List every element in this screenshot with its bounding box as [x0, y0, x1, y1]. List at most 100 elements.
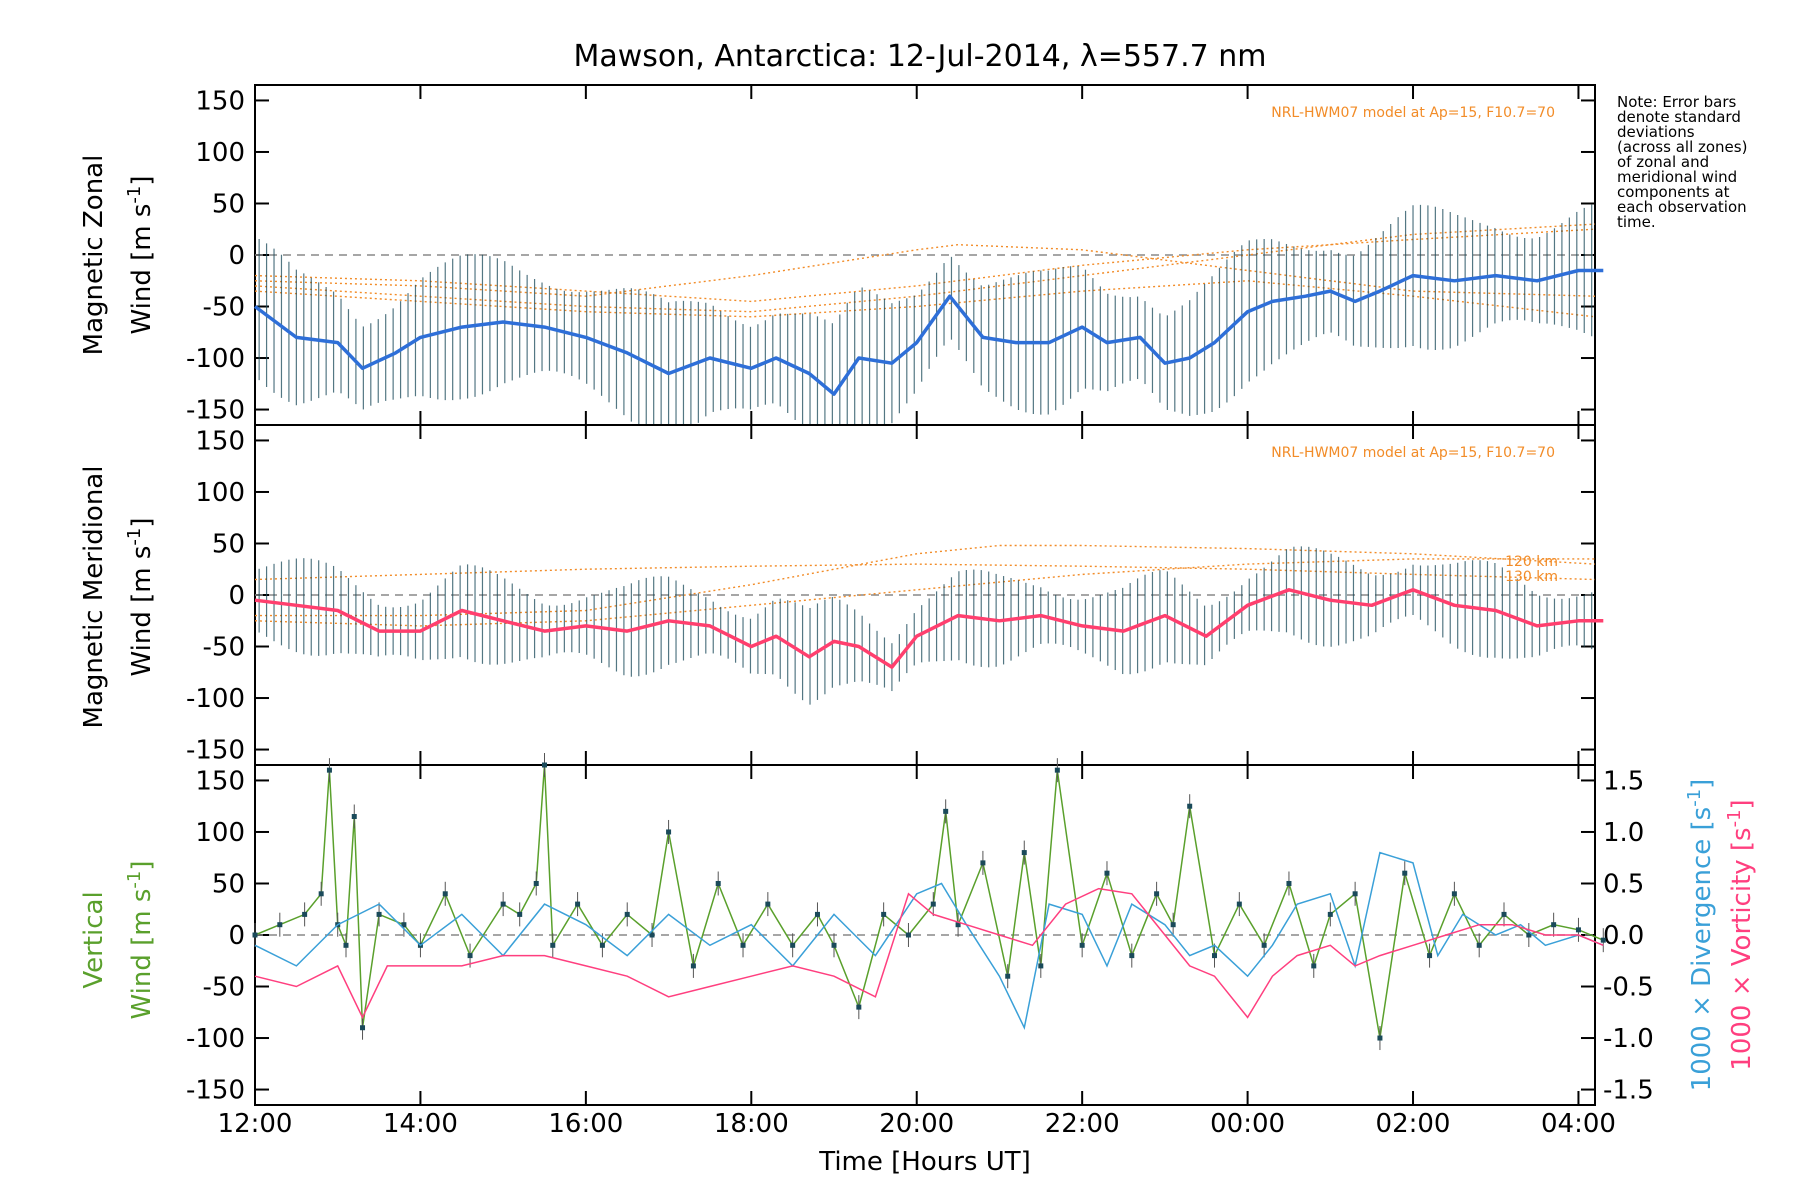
meridional-model-label: NRL-HWM07 model at Ap=15, F10.7=70 — [1271, 445, 1555, 461]
x-tick-label: 02:00 — [1376, 1109, 1451, 1139]
vertical-ylabel-line1: Vertical — [79, 891, 109, 988]
y-tick-label: 0 — [228, 921, 245, 951]
meridional-mean-line — [254, 588, 1604, 669]
vertical-point — [1551, 922, 1557, 928]
vertical-point — [252, 932, 258, 938]
zonal-mean-line — [253, 268, 1604, 396]
vertical-point — [401, 922, 407, 928]
vorticity-label-sup: -1 — [1724, 809, 1745, 827]
x-axis-label: Time [Hours UT] — [818, 1147, 1031, 1177]
vertical-point — [1154, 891, 1160, 897]
y2-tick-label: -1.5 — [1603, 1076, 1654, 1106]
meridional-series — [254, 544, 1604, 705]
vertical-point — [1236, 901, 1242, 907]
vorticity-label-close: ] — [1727, 799, 1757, 809]
y-tick-label: -150 — [186, 1076, 245, 1106]
zonal-ylabel-close: ] — [127, 176, 157, 186]
note-line: (across all zones) — [1617, 138, 1747, 156]
vertical-point — [765, 901, 771, 907]
y-tick-label: 100 — [195, 818, 245, 848]
vertical-point — [1187, 803, 1193, 809]
vertical-point — [467, 953, 473, 959]
y2-tick-label: -1.0 — [1603, 1024, 1654, 1054]
vertical-point — [1005, 973, 1011, 979]
y-tick-label: -100 — [186, 1024, 245, 1054]
y2-tick-label: 0.5 — [1603, 869, 1644, 899]
vertical-ylabel-line2: Wind [m s-1] — [124, 861, 157, 1020]
y2-tick-label: -0.5 — [1603, 973, 1654, 1003]
note-line: meridional wind — [1617, 168, 1737, 186]
meridional-ylabel-text: Wind [m s — [127, 546, 157, 677]
vorticity-label-text: 1000 × Vorticity [s — [1727, 827, 1757, 1070]
vertical-y-ticks: -150 -100 -50 0 50 100 150 — [186, 765, 1595, 1106]
vertical-point — [343, 942, 349, 948]
note-line: of zonal and — [1617, 153, 1709, 171]
y-tick-label: 0 — [228, 581, 245, 611]
vertical-point — [943, 808, 949, 814]
vertical-point — [649, 932, 655, 938]
zonal-series — [253, 204, 1604, 425]
vertical-point — [1104, 870, 1110, 876]
note-line: components at — [1617, 183, 1730, 201]
vorticity-line — [254, 887, 1604, 1020]
divergence-label-sup: -1 — [1684, 789, 1705, 807]
vertical-point — [1402, 870, 1408, 876]
y-tick-label: -150 — [186, 396, 245, 426]
vertical-point — [599, 942, 605, 948]
zonal-ylabel-sup: -1 — [124, 186, 145, 204]
vertical-point — [1526, 932, 1532, 938]
y-tick-label: 150 — [195, 766, 245, 796]
y2-tick-label: 1.0 — [1603, 818, 1644, 848]
y2-tick-label: 1.5 — [1603, 766, 1644, 796]
divergence-label-close: ] — [1687, 779, 1717, 789]
x-axis-ticks: 12:00 14:00 16:00 18:00 20:00 22:00 00:00 02:00… — [218, 1109, 1616, 1139]
y-tick-label: -50 — [203, 633, 245, 663]
vertical-ylabel-close: ] — [127, 861, 157, 871]
vertical-point — [1170, 922, 1176, 928]
vertical-point — [533, 880, 539, 886]
divergence-label-text: 1000 × Divergence [s — [1687, 807, 1717, 1092]
vertical-point — [500, 901, 506, 907]
vertical-point — [1600, 937, 1606, 943]
vertical-point — [1352, 891, 1358, 897]
vertical-point — [318, 891, 324, 897]
vertical-series — [252, 753, 1606, 1051]
vertical-point — [1311, 963, 1317, 969]
vertical-point — [575, 901, 581, 907]
meridional-ylabel-sup: -1 — [124, 528, 145, 546]
zonal-ylabel-text: Wind [m s — [127, 204, 157, 335]
model-curve-1 — [254, 243, 1596, 297]
vertical-point — [351, 814, 357, 820]
vertical-point — [690, 963, 696, 969]
vertical-point — [1261, 942, 1267, 948]
zonal-ylabel-line2: Wind [m s-1] — [124, 176, 157, 335]
vertical-point — [1212, 953, 1218, 959]
note-line: Note: Error bars — [1617, 93, 1737, 111]
divergence-line — [254, 851, 1604, 1031]
y-tick-label: 0 — [228, 241, 245, 271]
model-curve-0 — [255, 544, 1596, 617]
model-130km-label: 130 km — [1505, 569, 1558, 585]
y-tick-label: 100 — [195, 138, 245, 168]
vertical-point — [1451, 891, 1457, 897]
meridional-ylabel-close: ] — [127, 518, 157, 528]
vertical-point — [1054, 767, 1060, 773]
note-line: each observation — [1617, 198, 1747, 216]
vertical-point — [326, 767, 332, 773]
vertical-point — [955, 922, 961, 928]
model-curve-1 — [254, 563, 1596, 581]
y-tick-label: -150 — [186, 736, 245, 766]
zonal-panel: -150 -100 -50 0 50 100 150 NRL-HWM07 model at … — [79, 84, 1604, 426]
vertical-point — [980, 860, 986, 866]
vertical-point — [1427, 953, 1433, 959]
vertical-point — [442, 891, 448, 897]
y-tick-label: 50 — [212, 869, 245, 899]
y-tick-label: 150 — [195, 86, 245, 116]
vertical-point — [277, 922, 283, 928]
meridional-ylabel-line2: Wind [m s-1] — [124, 518, 157, 677]
zonal-model-label: NRL-HWM07 model at Ap=15, F10.7=70 — [1271, 105, 1555, 121]
x-tick-label: 16:00 — [548, 1109, 623, 1139]
x-tick-label: 04:00 — [1541, 1109, 1616, 1139]
vertical-point — [856, 1004, 862, 1010]
